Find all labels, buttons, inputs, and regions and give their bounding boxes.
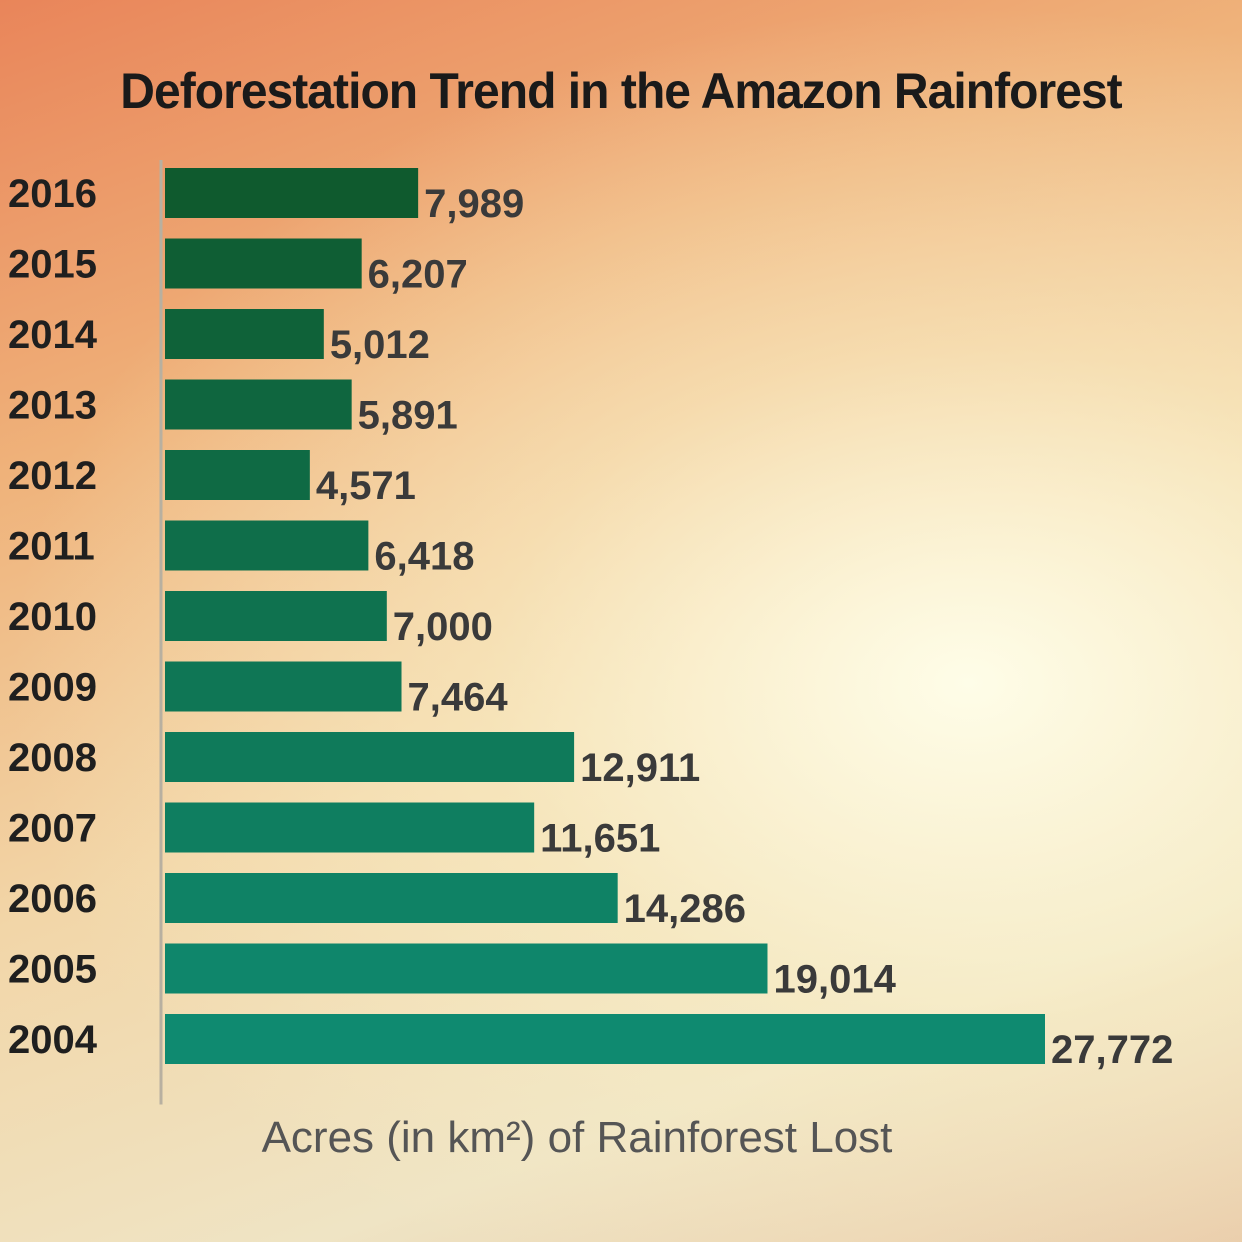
data-label-2014: 5,012 [330,323,430,367]
bar-2004 [165,1014,1045,1064]
tick-label-2016: 2016 [8,172,97,216]
data-label-2015: 6,207 [368,253,468,297]
data-label-2010: 7,000 [393,605,493,649]
tick-label-2005: 2005 [8,948,97,992]
chart-title: Deforestation Trend in the Amazon Rainfo… [120,63,1122,119]
tick-label-2011: 2011 [8,525,95,569]
data-label-2012: 4,571 [316,464,416,508]
bar-2007 [165,802,535,853]
tick-label-2014: 2014 [8,313,98,357]
bar-2010 [165,591,387,641]
data-label-2009: 7,464 [408,676,509,720]
x-axis-label: Acres (in km²) of Rainforest Lost [262,1113,893,1162]
data-label-2011: 6,418 [374,535,474,579]
tick-label-2008: 2008 [8,736,97,780]
data-label-2016: 7,989 [424,182,524,226]
tick-label-2009: 2009 [8,666,97,710]
bar-2011 [165,520,369,571]
data-label-2007: 11,651 [540,817,660,861]
bar-2005 [165,943,768,994]
tick-label-2013: 2013 [8,384,97,428]
data-label-2004: 27,772 [1051,1028,1173,1072]
tick-label-2004: 2004 [8,1018,98,1062]
bar-2014 [165,309,324,359]
tick-label-2006: 2006 [8,877,97,921]
tick-label-2010: 2010 [8,595,97,639]
bar-2016 [165,168,419,218]
data-label-2005: 19,014 [773,958,896,1002]
data-label-2008: 12,911 [580,746,700,790]
bar-2013 [165,379,352,430]
tick-label-2015: 2015 [8,243,97,287]
tick-label-2012: 2012 [8,454,97,498]
tick-label-2007: 2007 [8,807,97,851]
bar-2008 [165,732,575,782]
data-label-2013: 5,891 [358,394,458,438]
data-label-2006: 14,286 [624,887,746,931]
bar-2012 [165,450,310,500]
bar-2009 [165,661,402,712]
bar-2015 [165,238,362,289]
bar-2006 [165,873,618,923]
